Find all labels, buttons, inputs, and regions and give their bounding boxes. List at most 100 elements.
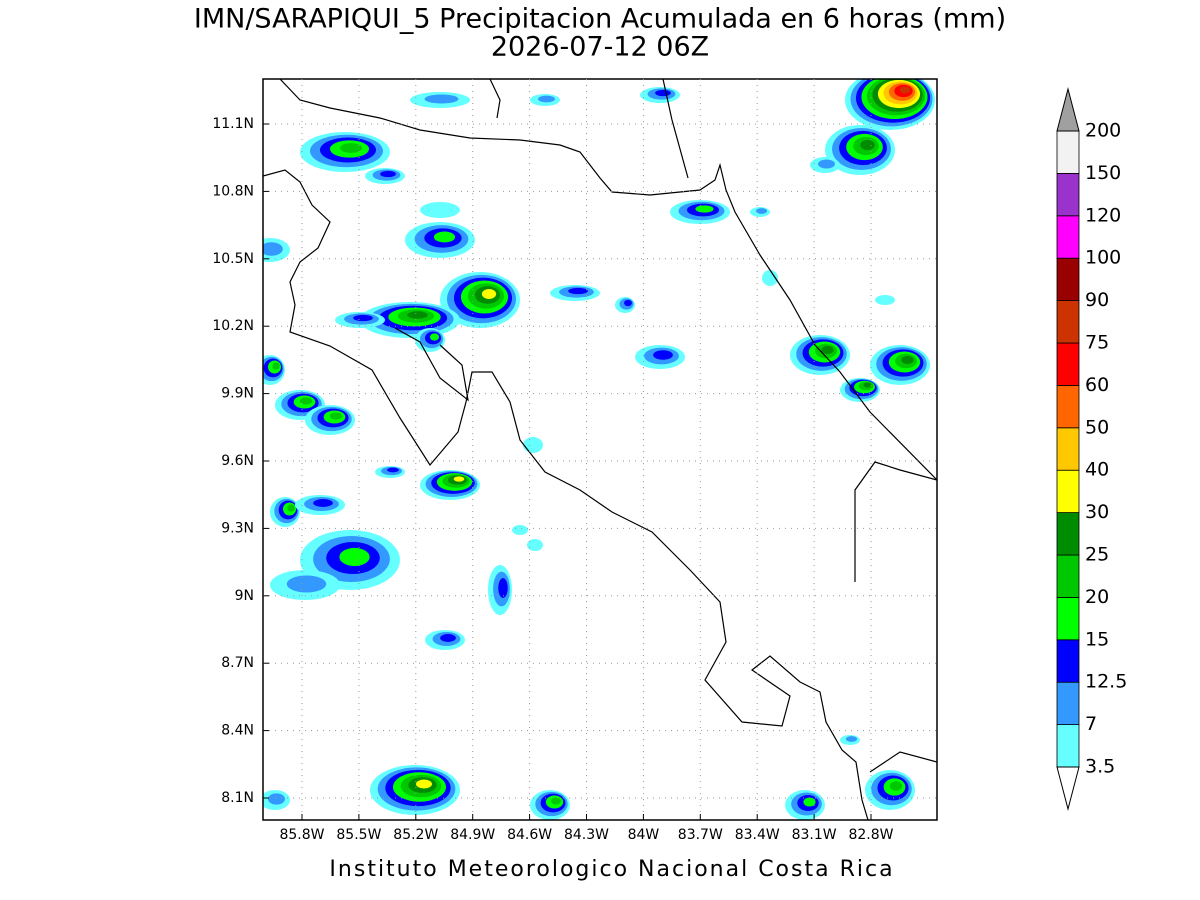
precip-area [695,205,714,213]
precip-area [268,793,285,805]
footer: Instituto Meteorologico Nacional Costa R… [329,857,894,882]
coastline [662,79,689,179]
coastline [489,79,501,119]
colorbar-label: 40 [1085,459,1109,481]
colorbar-label: 150 [1085,162,1121,184]
colorbar-label: 20 [1085,586,1109,608]
precip-area [263,242,283,256]
colorbar-box [1056,724,1080,768]
colorbar-box [1056,172,1080,217]
lat-label: 11.1N [212,116,254,132]
precip-area [624,299,632,307]
precip-area [313,499,333,507]
precip-area [407,311,428,319]
colorbar-box [1056,597,1080,641]
lat-label: 10.2N [212,318,254,334]
colorbar-label: 50 [1085,416,1109,438]
lat-label: 8.7N [221,655,254,671]
colorbar-label: 75 [1085,332,1109,354]
precip-area [875,295,895,305]
colorbar-label: 3.5 [1085,756,1115,778]
precip-area [498,578,508,598]
lon-label: 84.6W [507,827,552,843]
colorbar-label: 200 [1085,120,1121,142]
lon-label: 85.2W [393,827,438,843]
precip-area [329,412,343,420]
colorbar-box [1056,257,1080,302]
lat-label: 10.8N [212,183,254,199]
coastlines [263,79,937,820]
precip-area [286,575,327,593]
precip-area [901,355,914,365]
colorbar-label: 120 [1085,204,1121,226]
colorbar-box [1056,512,1080,556]
colorbar-box [1056,554,1080,598]
precip-area [568,287,588,295]
precip-area [299,397,313,405]
precip-area [272,362,280,370]
precip-area [287,504,295,512]
precip-area [453,476,465,482]
map [263,79,935,820]
coastline [263,169,869,820]
precip-area [420,202,460,218]
lon-label: 84W [628,827,660,843]
colorbar-box [1056,384,1080,429]
lon-label: 85.5W [336,827,381,843]
colorbar-label: 30 [1085,501,1109,523]
colorbar-label: 15 [1085,628,1109,650]
precip-area [433,231,456,243]
precip-area [440,634,456,642]
precip-area [653,350,673,360]
colorbar-box [1056,639,1080,683]
lat-label: 9N [235,588,254,604]
precip-area [860,139,875,151]
precip-area [380,170,396,178]
lat-label: 9.9N [221,386,254,402]
title: IMN/SARAPIQUI_5 Precipitacion Acumulada … [194,4,1006,35]
precip-area [762,270,778,286]
precip-area [899,86,911,94]
coastline [394,327,469,402]
precip-area [429,333,440,341]
lon-label: 83.7W [678,827,723,843]
precip-area [339,547,370,567]
lon-label: 85.8W [279,827,324,843]
colorbar-label: 12.5 [1085,671,1127,693]
lat-label: 8.4N [221,723,254,739]
precip-area [424,94,459,104]
lat-label: 9.3N [221,520,254,536]
map-frame [262,78,938,821]
coastline [279,79,937,481]
lat-label: 10.5N [212,251,254,267]
border [854,461,937,582]
precip-area [527,539,543,551]
colorbar-box [1056,215,1080,259]
precip-area [845,736,858,742]
lon-label: 83.1W [792,827,837,843]
colorbar-box [1056,342,1080,386]
precip-area [551,797,561,805]
lon-label: 84.9W [450,827,495,843]
lat-label: 8.1N [221,790,254,806]
colorbar-label: 7 [1085,713,1097,735]
colorbar-box [1056,427,1080,471]
precip-area [818,159,835,169]
colorbar: 3.5 7 12.5 15 20 25 30 40 50 60 75 90 100 120 150 200 [1056,87,1127,811]
precip-area [538,95,555,103]
lon-label: 83.4W [735,827,780,843]
lon-label: 82.8W [848,827,893,843]
colorbar-box [1056,300,1080,344]
colorbar-box [1056,469,1080,514]
colorbar-label: 90 [1085,289,1109,311]
precip-area [353,314,373,322]
precip-area [889,781,903,791]
precip-area [803,797,816,807]
precip-area [655,89,671,97]
precip-area [523,437,543,453]
precip-area [512,525,528,535]
colorbar-arrow [1056,766,1080,811]
lat-label: 9.6N [221,453,254,469]
precip-area [755,208,768,214]
